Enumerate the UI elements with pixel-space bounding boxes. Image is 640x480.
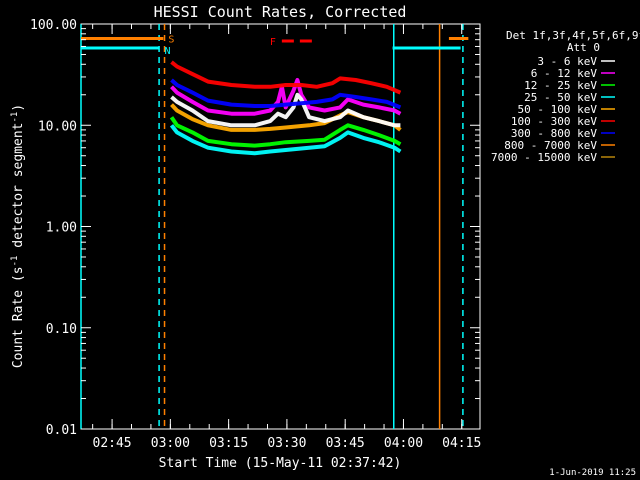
flare-marker-label: F: [270, 37, 276, 48]
y-tick-label: 0.01: [46, 423, 77, 438]
legend-entry-label: 6 - 12 keV: [531, 67, 598, 80]
chart-title: HESSI Count Rates, Corrected: [154, 3, 407, 21]
state-flag-label: S: [168, 34, 174, 45]
x-axis-label: Start Time (15-May-11 02:37:42): [159, 456, 402, 471]
y-tick-label: 100.00: [30, 18, 77, 33]
legend-entry-label: 7000 - 15000 keV: [491, 151, 597, 164]
footer-timestamp: 1-Jun-2019 11:25: [549, 468, 636, 478]
y-tick-label: 0.10: [46, 322, 77, 337]
legend-title: Att 0: [567, 41, 600, 54]
legend-entry-label: 12 - 25 keV: [524, 79, 597, 92]
y-axis-label-text: Count Rate (s-1 detector segment-1): [10, 104, 26, 368]
series-line: [169, 124, 402, 156]
series-line: [170, 92, 401, 128]
y-axis: 100.00 10.00 1.00 0.10 0.01: [30, 18, 480, 438]
series-line: [169, 116, 402, 148]
y-tick-label: 1.00: [46, 221, 77, 236]
legend-entry-label: 50 - 100 keV: [518, 103, 598, 116]
x-tick-label: 04:00: [384, 436, 423, 451]
series-line: [170, 78, 402, 110]
x-tick-label: 04:15: [442, 436, 481, 451]
x-axis: 02:45 03:00 03:15 03:30 03:45 04:00 04:15: [92, 24, 481, 451]
x-tick-label: 02:45: [93, 436, 132, 451]
legend-entry-label: 25 - 50 keV: [524, 91, 597, 104]
x-tick-label: 03:45: [326, 436, 365, 451]
x-tick-label: 03:15: [209, 436, 248, 451]
series-line: [170, 60, 402, 95]
legend-title: Det 1f,3f,4f,5f,6f,9f,: [506, 29, 640, 42]
series-line: [170, 78, 402, 116]
legend-entry-label: 300 - 800 keV: [511, 127, 597, 140]
legend-entry-label: 3 - 6 keV: [537, 55, 597, 68]
x-tick-label: 03:30: [267, 436, 306, 451]
legend-entry-label: 800 - 7000 keV: [504, 139, 597, 152]
y-tick-label: 10.00: [38, 119, 77, 134]
state-flag-label: N: [164, 46, 170, 57]
series-layer: [169, 60, 402, 156]
legend-entry-label: 100 - 300 keV: [511, 115, 597, 128]
annotation-layer: SN F: [80, 24, 469, 429]
x-tick-label: 03:00: [151, 436, 190, 451]
y-axis-label: Count Rate (s-1 detector segment-1): [10, 104, 26, 368]
